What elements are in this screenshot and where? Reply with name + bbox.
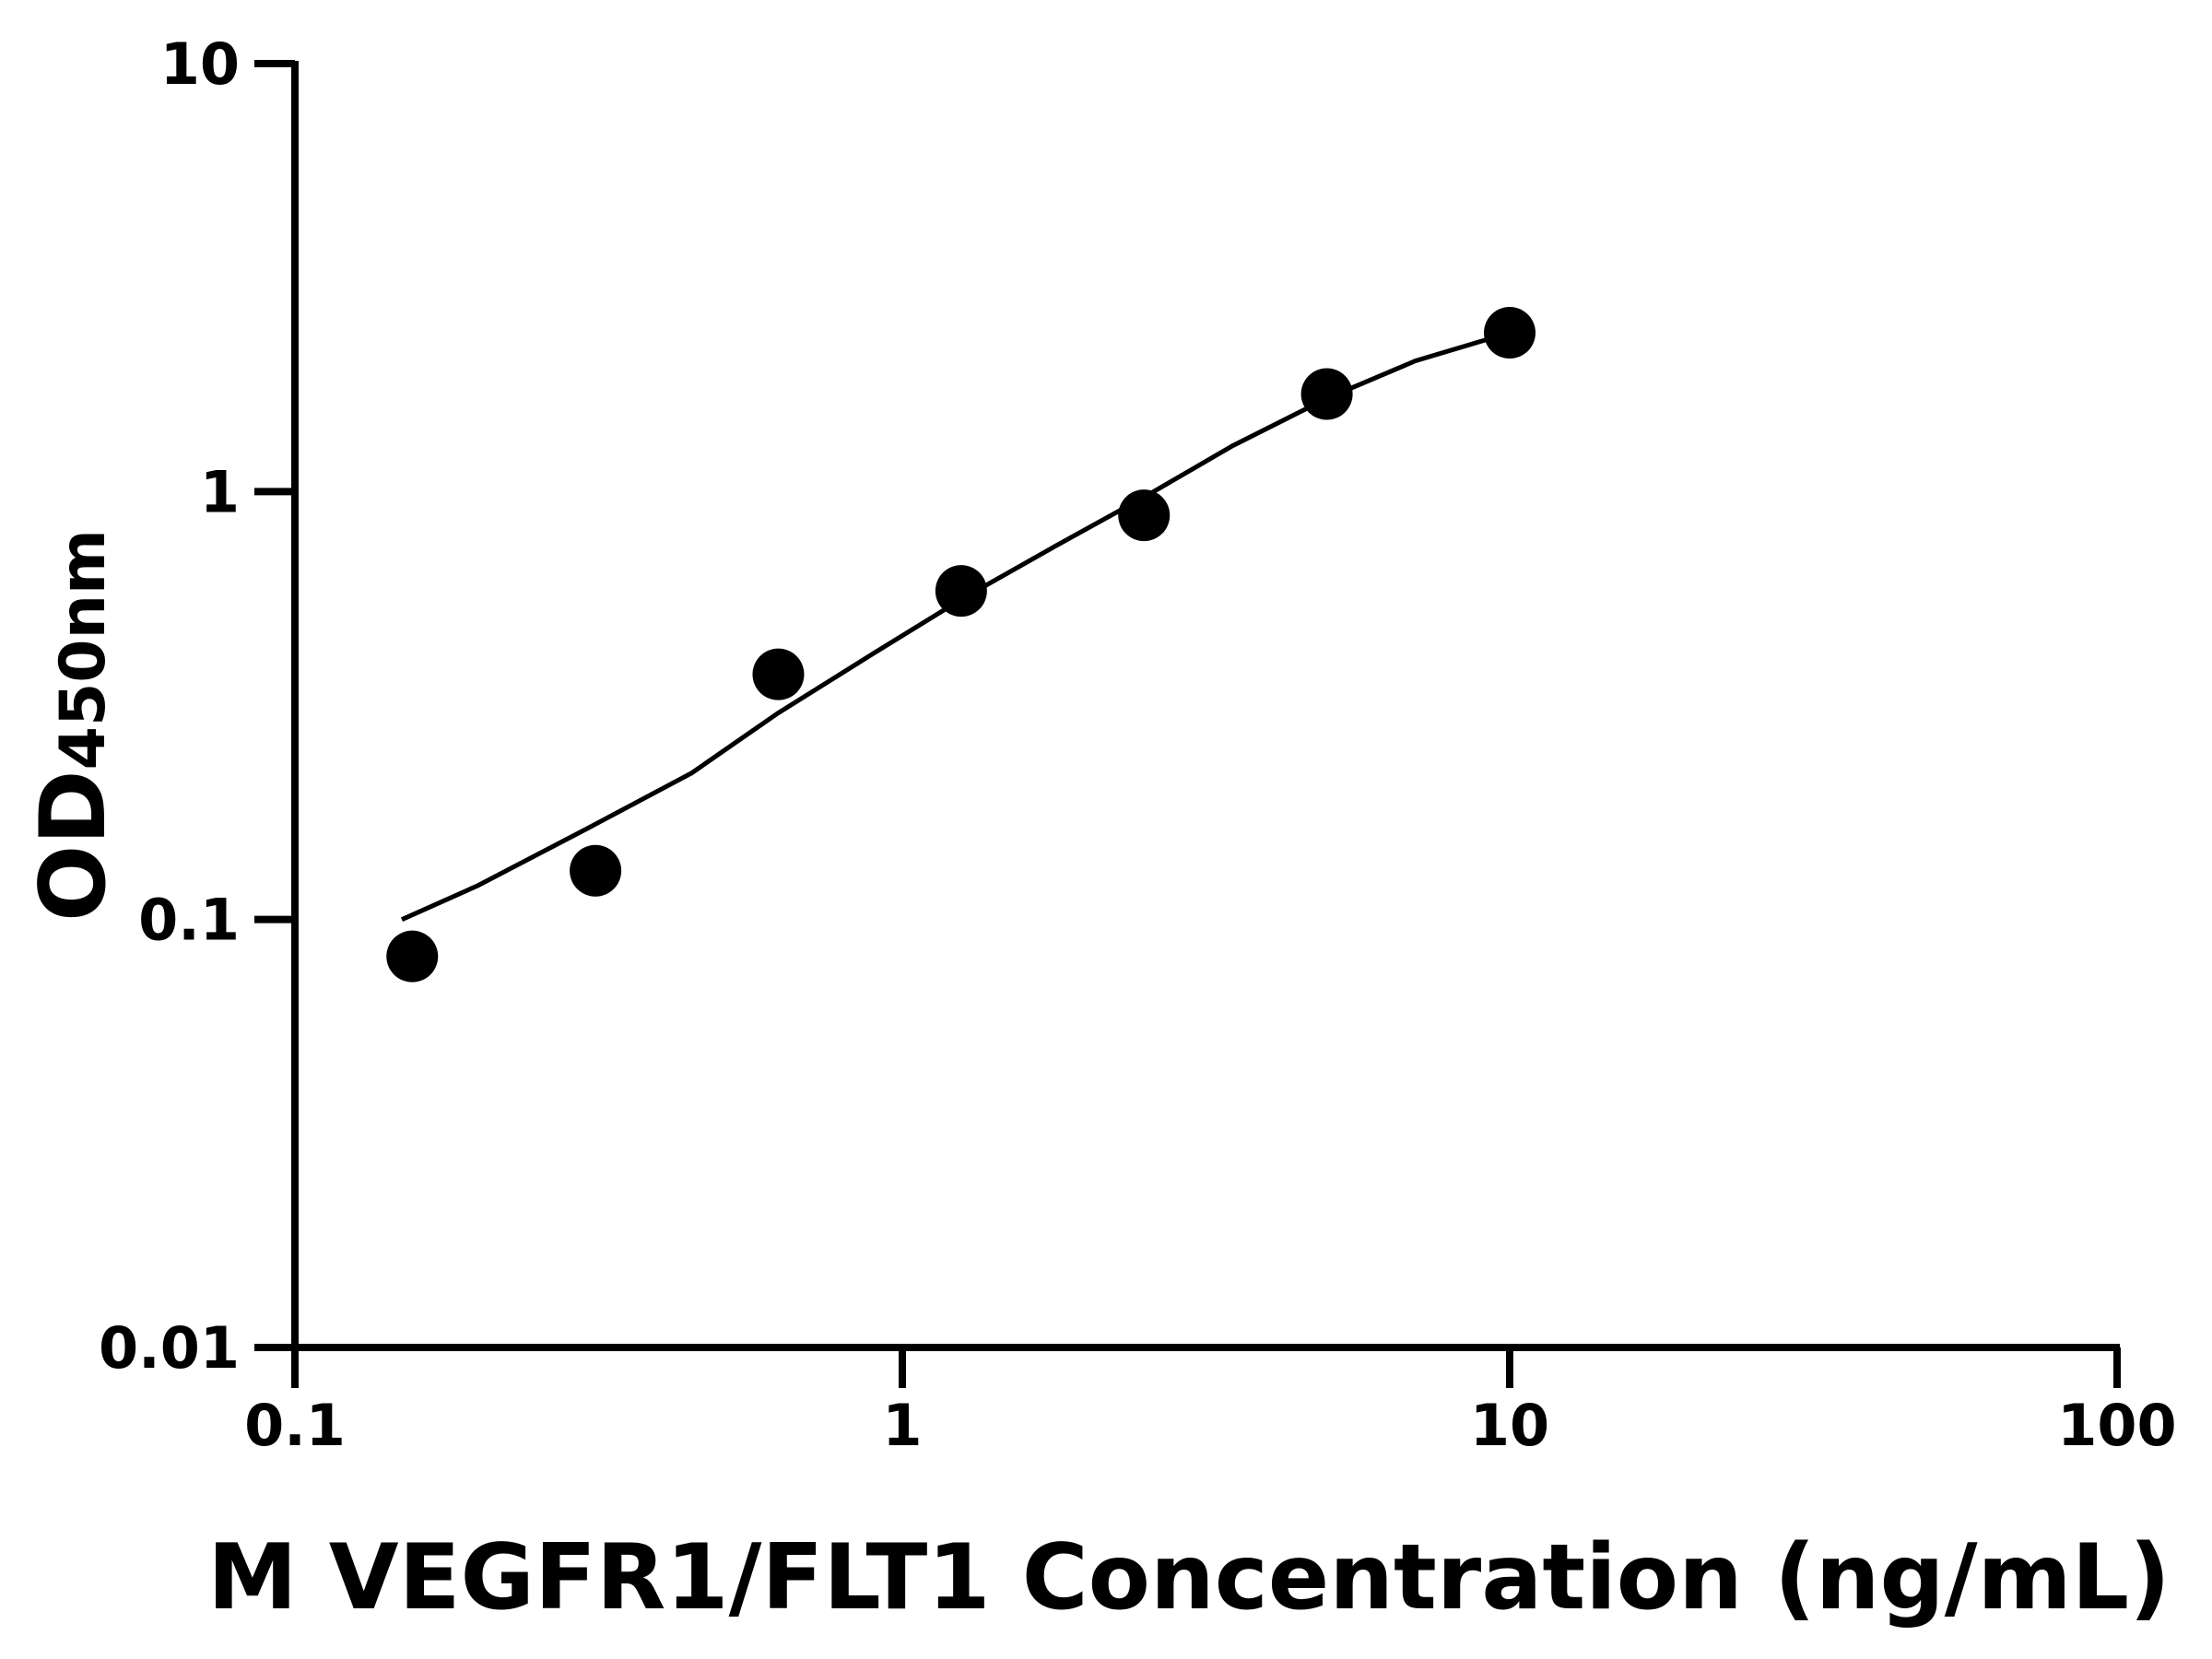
data-points bbox=[386, 307, 1535, 982]
data-point bbox=[386, 930, 439, 982]
x-tick-label: 10 bbox=[1470, 1392, 1549, 1459]
svg-text:OD450nm: OD450nm bbox=[21, 529, 126, 922]
x-tick-label: 0.1 bbox=[244, 1392, 346, 1459]
data-point bbox=[1300, 368, 1353, 420]
y-tick-label: 1 bbox=[200, 458, 240, 525]
y-tick-label: 10 bbox=[160, 30, 240, 98]
y-axis-label-main: OD bbox=[21, 770, 126, 922]
x-tick-label: 100 bbox=[2057, 1392, 2176, 1459]
axes bbox=[291, 61, 2120, 1351]
data-point bbox=[935, 565, 987, 618]
data-point bbox=[1484, 307, 1535, 359]
y-axis-label: OD450nm bbox=[21, 529, 126, 922]
data-point bbox=[752, 648, 805, 700]
fit-curve bbox=[400, 330, 1511, 922]
y-axis-label-sub: 450nm bbox=[47, 529, 120, 770]
x-axis-label: M VEGFR1/FLT1 Concentration (ng/mL) bbox=[207, 1525, 2171, 1630]
y-tick-label: 0.1 bbox=[138, 887, 240, 954]
data-point bbox=[570, 844, 622, 897]
data-point bbox=[1118, 489, 1171, 542]
x-tick-label: 1 bbox=[882, 1392, 922, 1459]
y-tick-label: 0.01 bbox=[99, 1314, 240, 1382]
